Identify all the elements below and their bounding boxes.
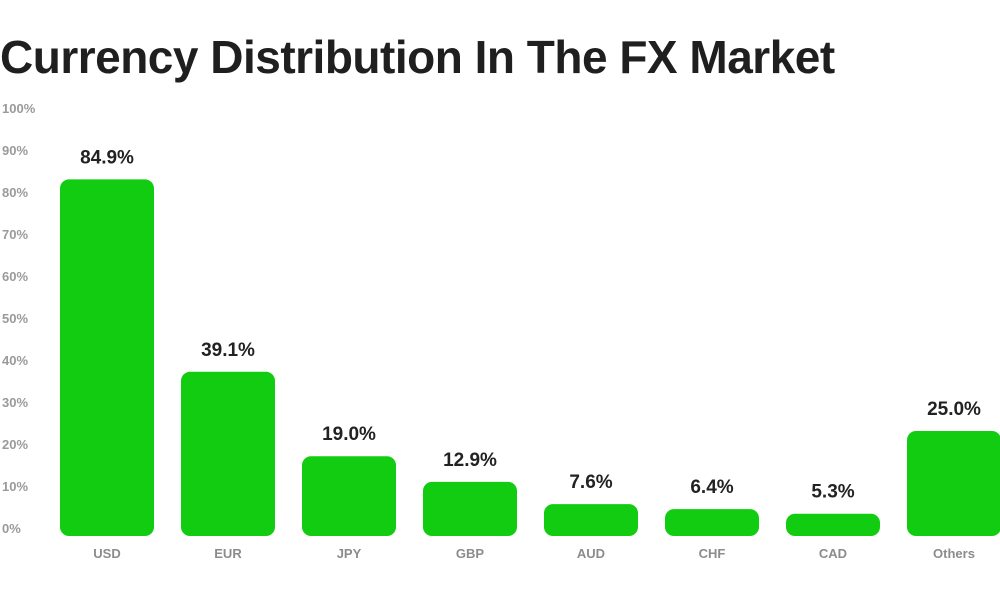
chart-title: Currency Distribution In The FX Market xyxy=(0,31,835,83)
y-tick-label: 0% xyxy=(2,521,21,536)
category-label-cad: CAD xyxy=(819,546,847,561)
y-tick-label: 90% xyxy=(2,143,28,158)
category-label-others: Others xyxy=(933,546,975,561)
value-label-others: 25.0% xyxy=(927,399,981,420)
value-label-usd: 84.9% xyxy=(80,147,134,168)
value-label-gbp: 12.9% xyxy=(443,450,497,471)
bar-gbp xyxy=(423,481,517,536)
bar-cad xyxy=(786,513,880,536)
bar-jpy xyxy=(302,456,396,536)
y-tick-label: 70% xyxy=(2,227,28,242)
bars-group: 84.9% 39.1% 19.0% 12.9% 7.6% 6.4% 5.3% 25.0% xyxy=(60,147,1000,537)
value-label-cad: 5.3% xyxy=(811,482,854,503)
x-axis: USD EUR JPY GBP AUD CHF CAD Others xyxy=(93,546,975,561)
bar-chf xyxy=(665,509,759,536)
bar-eur xyxy=(181,371,275,536)
y-tick-label: 40% xyxy=(2,353,28,368)
category-label-gbp: GBP xyxy=(456,546,485,561)
value-label-eur: 39.1% xyxy=(201,340,255,361)
category-label-chf: CHF xyxy=(699,546,726,561)
y-tick-label: 60% xyxy=(2,269,28,284)
y-tick-label: 100% xyxy=(2,101,36,116)
y-tick-label: 50% xyxy=(2,311,28,326)
category-label-usd: USD xyxy=(93,546,120,561)
y-tick-label: 20% xyxy=(2,437,28,452)
value-label-jpy: 19.0% xyxy=(322,424,376,445)
value-label-aud: 7.6% xyxy=(569,472,612,493)
category-label-aud: AUD xyxy=(577,546,605,561)
value-label-chf: 6.4% xyxy=(690,477,733,498)
bar-aud xyxy=(544,504,638,536)
category-label-jpy: JPY xyxy=(337,546,362,561)
y-tick-label: 80% xyxy=(2,185,28,200)
bar-usd xyxy=(60,179,154,537)
bar-others xyxy=(907,431,1000,536)
y-tick-label: 30% xyxy=(2,395,28,410)
y-axis: 0% 10% 20% 30% 40% 50% 60% 70% 80% 90% 100% xyxy=(2,101,36,536)
category-label-eur: EUR xyxy=(214,546,242,561)
y-tick-label: 10% xyxy=(2,479,28,494)
